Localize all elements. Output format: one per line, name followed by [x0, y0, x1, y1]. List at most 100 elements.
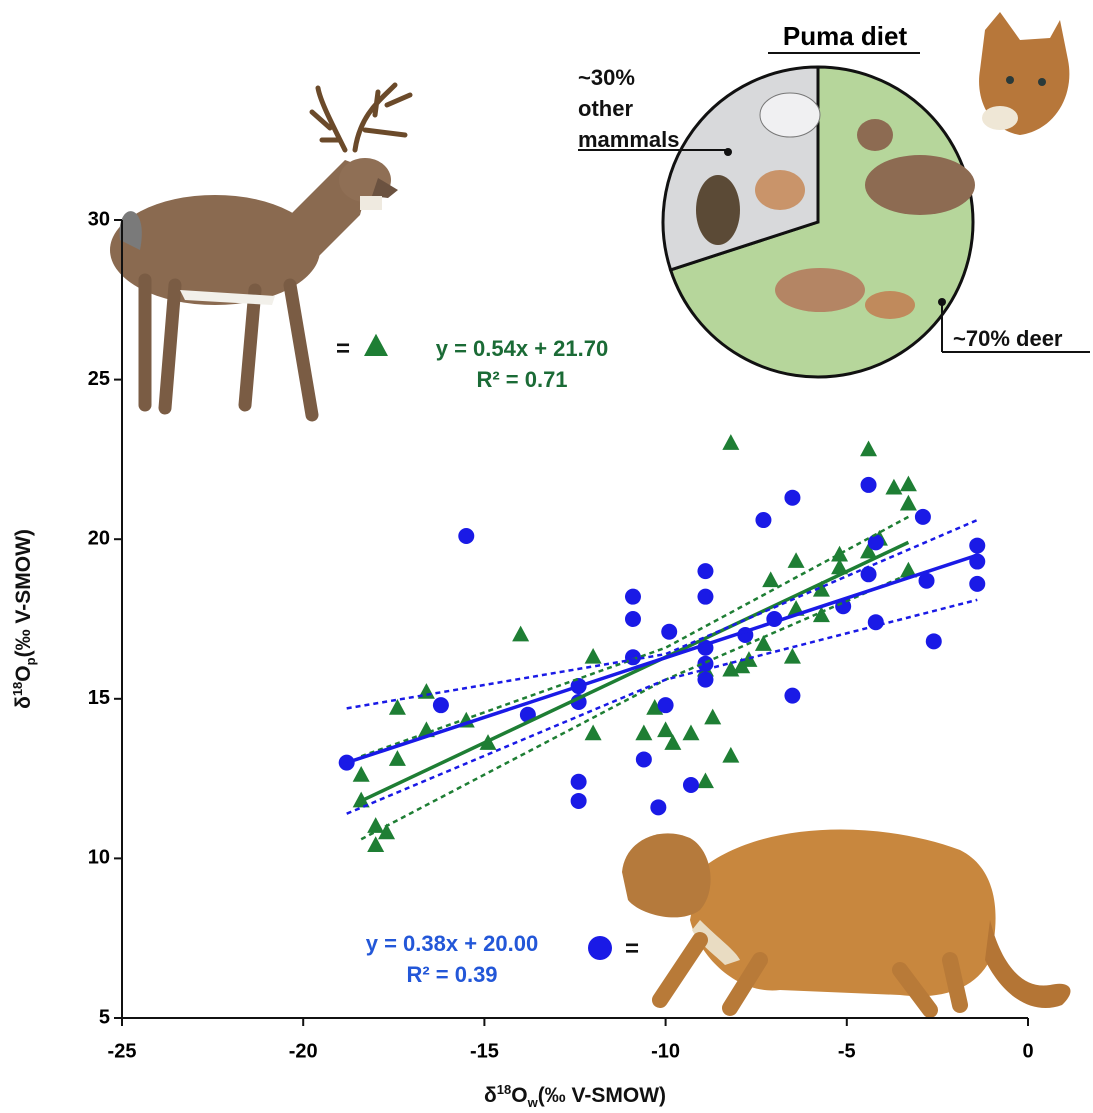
- legend-equals: =: [625, 935, 639, 962]
- fit-line: [361, 542, 908, 801]
- page: 5 10 15 20 25 30 -25 -20 -15 -10 -5 0 y = 0.54x + 21…: [0, 0, 1093, 1113]
- data-point: [571, 793, 587, 809]
- pie-label-dot: [938, 298, 946, 306]
- y-tick-label: 30: [88, 208, 110, 230]
- regression-equation: y = 0.54x + 21.70: [436, 336, 609, 361]
- x-tick-label: 0: [1022, 1040, 1033, 1062]
- data-point: [433, 697, 449, 713]
- data-point: [900, 495, 917, 511]
- axis-title-part: p: [23, 657, 38, 665]
- pie-animal-illustration: [857, 119, 893, 151]
- pie-category-label: other mammals: [578, 96, 680, 152]
- axis-title-part: O: [511, 1084, 527, 1107]
- pie-label: ~30% other mammals: [578, 62, 698, 155]
- data-point: [788, 552, 805, 568]
- data-point: [697, 672, 713, 688]
- data-point: [625, 649, 641, 665]
- data-point: [661, 624, 677, 640]
- data-point: [722, 747, 739, 763]
- pie-animal-illustration: [865, 155, 975, 215]
- y-tick-label: 25: [88, 368, 110, 390]
- axis-title-part: w: [528, 1095, 538, 1110]
- y-tick-label: 10: [88, 847, 110, 869]
- pie-category-label: deer: [1016, 326, 1062, 351]
- x-tick-label: -5: [838, 1040, 856, 1062]
- data-point: [885, 479, 902, 495]
- x-tick-label: -25: [108, 1040, 137, 1062]
- data-point: [367, 817, 384, 833]
- pie-animal-illustration: [865, 291, 915, 319]
- data-point: [389, 750, 406, 766]
- data-point: [861, 566, 877, 582]
- pie-label: ~70% deer: [953, 326, 1063, 352]
- data-point: [571, 774, 587, 790]
- deer-illustration: [110, 85, 410, 415]
- data-point: [650, 799, 666, 815]
- data-point: [625, 611, 641, 627]
- data-point: [636, 751, 652, 767]
- puma-illustration: [622, 830, 1071, 1010]
- puma-head-illustration: [979, 12, 1069, 135]
- data-point: [704, 709, 721, 725]
- data-point: [900, 476, 917, 492]
- axis-title-part: δ: [484, 1084, 497, 1107]
- data-point: [868, 614, 884, 630]
- data-point: [784, 688, 800, 704]
- pie-animal-illustration: [775, 268, 865, 312]
- data-point: [697, 589, 713, 605]
- pie-illustrations: [663, 67, 975, 377]
- regression-equation: y = 0.38x + 20.00: [366, 931, 539, 956]
- data-point: [762, 571, 779, 587]
- data-point: [635, 725, 652, 741]
- axis-title-part: (‰ V-SMOW): [538, 1084, 666, 1107]
- r-squared: R² = 0.71: [476, 367, 567, 392]
- data-point: [658, 697, 674, 713]
- y-tick-label: 15: [88, 687, 110, 709]
- x-tick-label: -20: [289, 1040, 318, 1062]
- pie-value-label: ~70%: [953, 326, 1010, 351]
- y-tick-label: 5: [99, 1006, 110, 1028]
- data-point: [353, 766, 370, 782]
- data-point: [657, 721, 674, 737]
- pie-animal-illustration: [696, 175, 740, 245]
- data-point: [784, 490, 800, 506]
- data-point: [585, 648, 602, 664]
- data-point: [926, 633, 942, 649]
- data-point: [969, 576, 985, 592]
- data-point: [860, 440, 877, 456]
- data-point: [697, 772, 714, 788]
- x-tick-label: -15: [470, 1040, 499, 1062]
- pie-animal-illustration: [760, 93, 820, 137]
- pie-label-dot: [724, 148, 732, 156]
- axis-title-part: δ: [12, 696, 35, 709]
- data-point: [697, 563, 713, 579]
- y-tick-label: 20: [88, 527, 110, 549]
- data-point: [512, 626, 529, 642]
- pie-animal-illustration: [755, 170, 805, 210]
- data-point: [458, 528, 474, 544]
- legend-equals: =: [336, 335, 350, 362]
- data-point: [784, 648, 801, 664]
- confidence-band: [361, 517, 908, 756]
- data-point: [682, 725, 699, 741]
- pie-title: Puma diet: [783, 21, 908, 51]
- data-point: [755, 512, 771, 528]
- legend-marker: [588, 936, 612, 960]
- chart: 5 10 15 20 25 30 -25 -20 -15 -10 -5 0 y = 0.54x + 21…: [0, 0, 1093, 1113]
- data-point: [868, 534, 884, 550]
- axis-title-part: (‰ V-SMOW): [12, 529, 35, 657]
- data-point: [722, 434, 739, 450]
- axis-title-part: 18: [497, 1082, 511, 1097]
- legend-marker: [364, 334, 388, 356]
- data-point: [861, 477, 877, 493]
- data-point: [915, 509, 931, 525]
- axis-title-part: O: [12, 665, 35, 681]
- r-squared: R² = 0.39: [406, 962, 497, 987]
- data-point: [969, 538, 985, 554]
- x-tick-label: -10: [651, 1040, 680, 1062]
- data-point: [625, 589, 641, 605]
- data-point: [585, 725, 602, 741]
- pie-value-label: ~30%: [578, 65, 635, 90]
- axis-title-part: 18: [10, 682, 25, 696]
- data-point: [683, 777, 699, 793]
